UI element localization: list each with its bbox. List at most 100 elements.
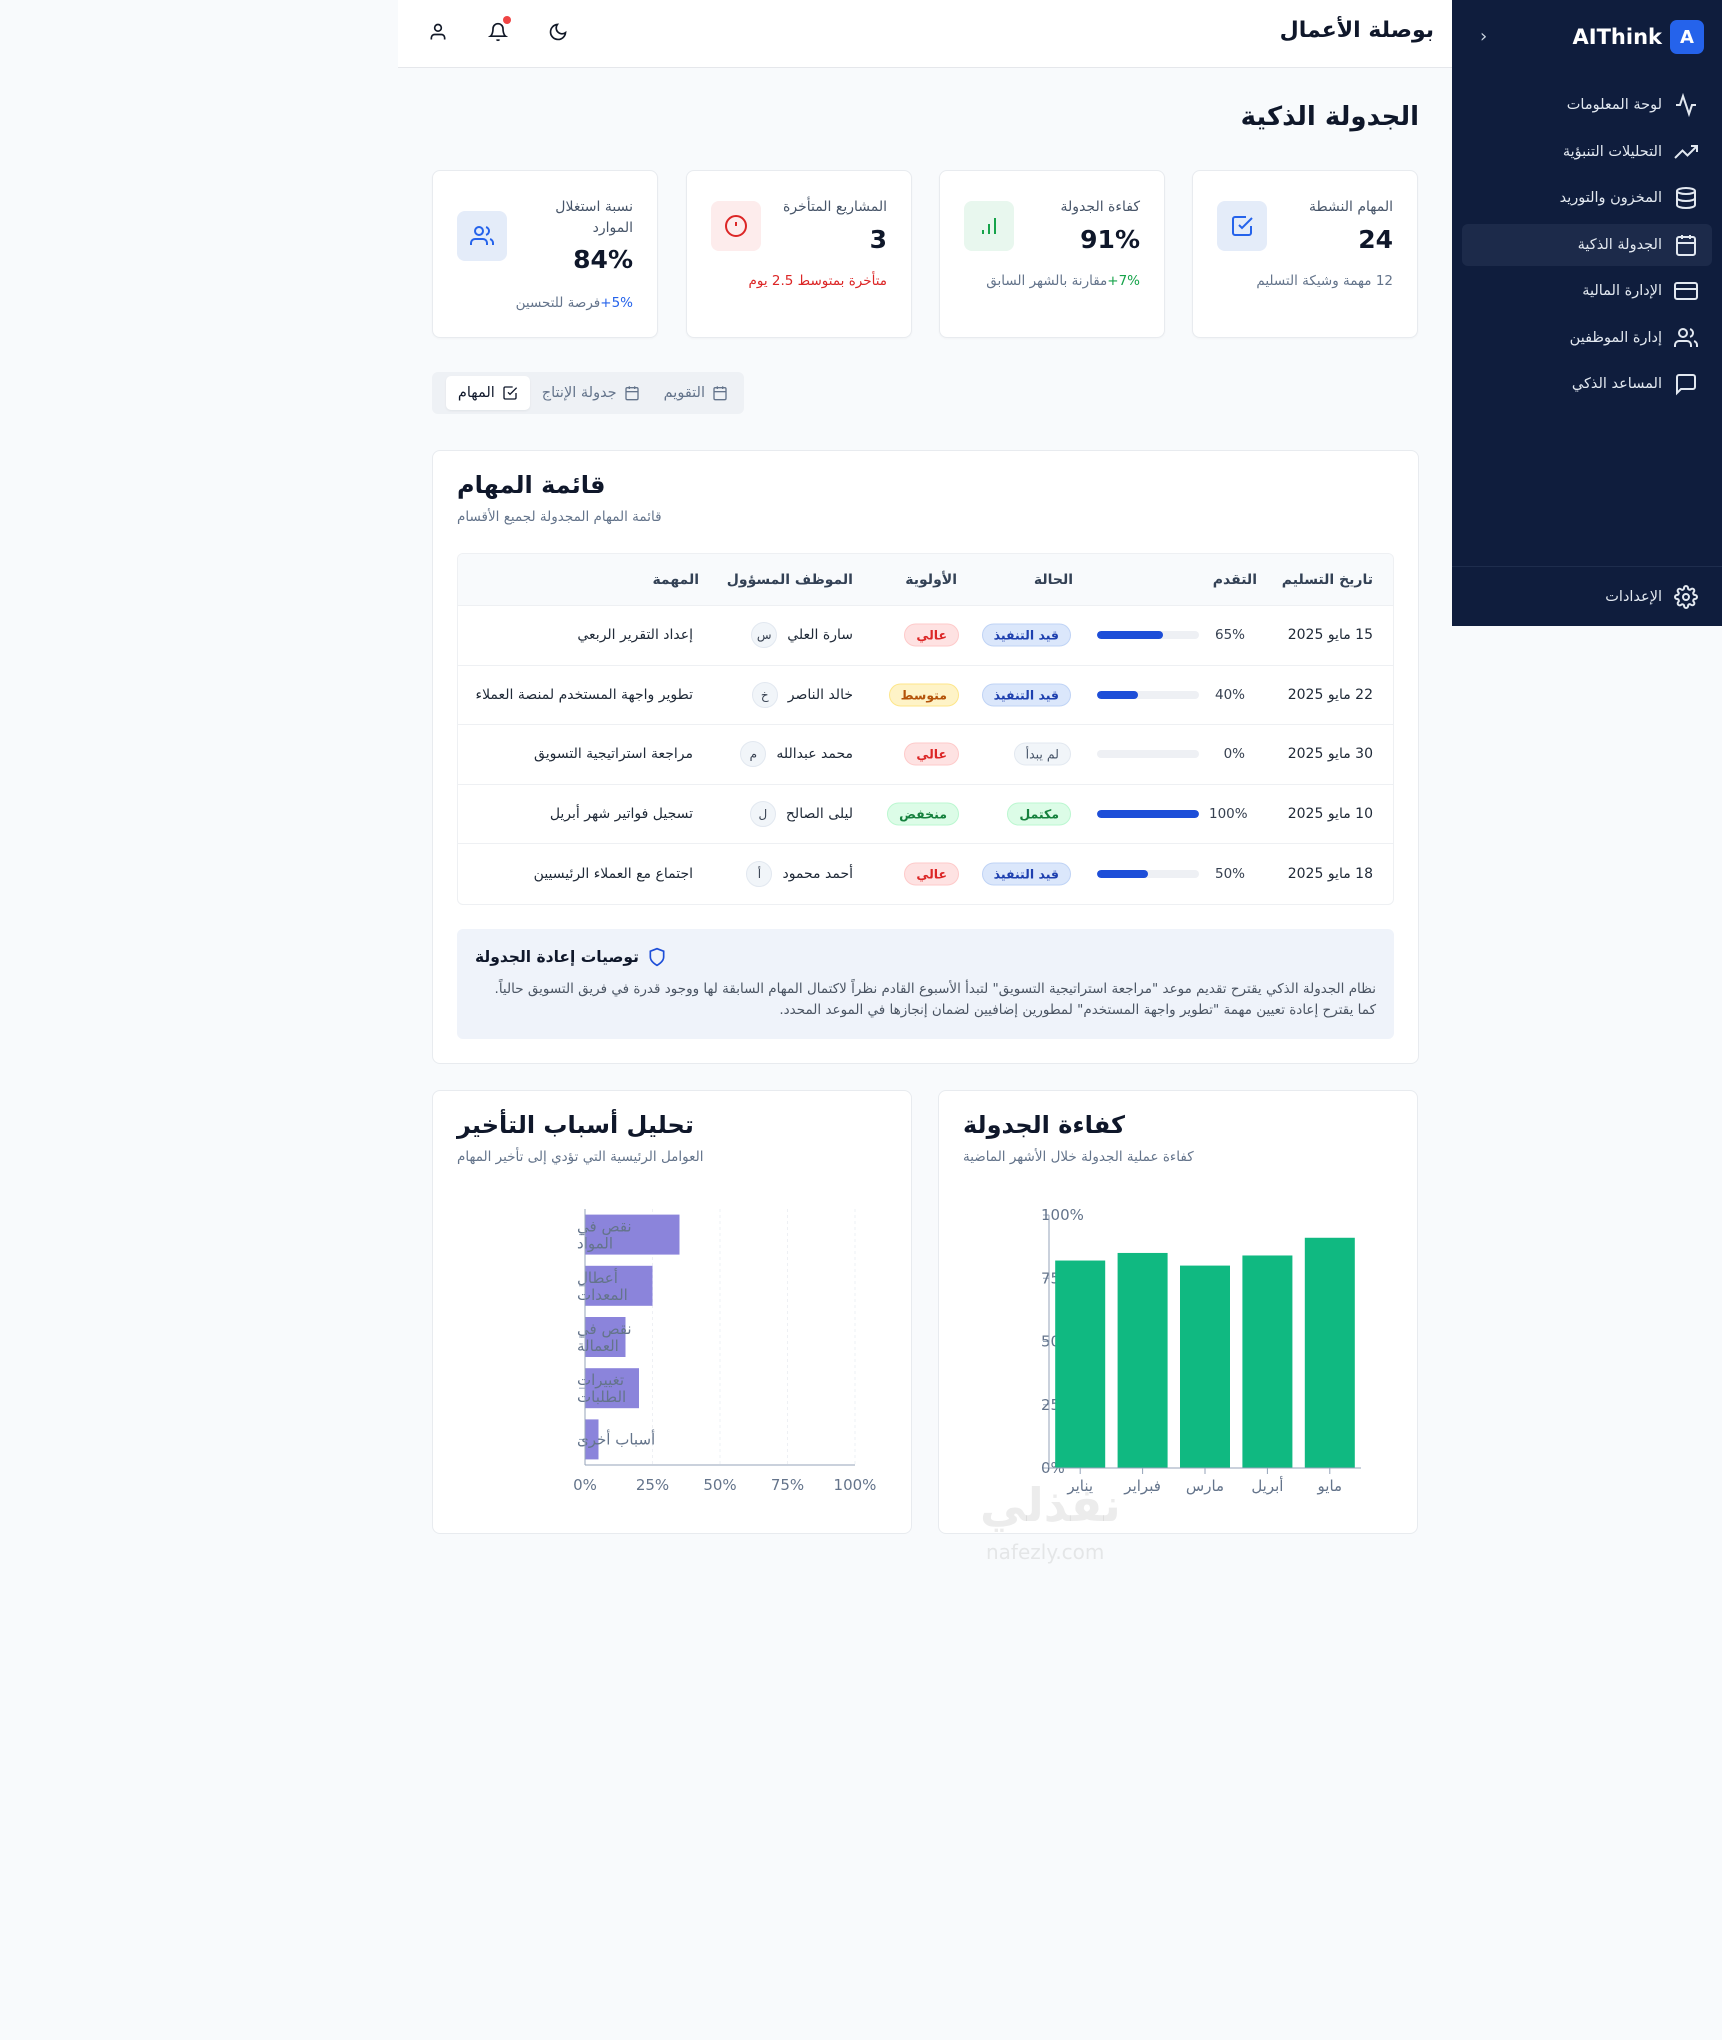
user-button[interactable] [426,22,448,44]
efficiency-chart-title: كفاءة الجدولة [963,1111,1125,1139]
cell-progress: 100% [1097,806,1248,823]
status-badge: قيد التنفيذ [981,623,1071,647]
cell-status: قيد التنفيذ [981,623,1071,647]
stat-value: 84% [573,245,633,274]
cell-employee: ليلى الصالح ل [749,801,853,828]
employee-name: أحمد محمود [782,866,853,883]
tab-calendar[interactable]: التقويم [652,376,740,410]
watermark-url: nafezly.com [986,1540,1105,1564]
tab-tasks[interactable]: المهام [445,376,530,410]
priority-badge: عالي [904,623,959,647]
theme-toggle-button[interactable] [546,22,568,44]
cell-employee: سارة العلي س [751,622,853,649]
cell-status: قيد التنفيذ [981,683,1071,707]
sidebar-nav: لوحة المعلومات التحليلات التنبؤية المخزو… [1462,84,1712,410]
x-tick-label: مارس [1186,1477,1224,1495]
table-row[interactable]: 10 مايو 2025 100% مكتمل منخفض ليلى الصالح ل تس… [458,785,1393,845]
scheduling-efficiency-panel: كفاءة الجدولة كفاءة عملية الجدولة خلال ا… [938,1090,1418,1534]
tab-production-schedule[interactable]: جدولة الإنتاج [530,376,652,410]
table-row[interactable]: 15 مايو 2025 65% قيد التنفيذ عالي سارة العلي… [458,606,1393,666]
progress-percent: 50% [1214,866,1245,883]
calendar-icon [1676,234,1696,256]
column-header-employee[interactable]: الموظف المسؤول [726,571,853,588]
sidebar-item-smart-scheduling[interactable]: الجدولة الذكية [1462,223,1712,266]
progress-bar-fill [1097,870,1148,879]
sidebar-item-settings[interactable]: الإعدادات [1462,576,1712,618]
recommendations-title: توصيات إعادة الجدولة [475,948,639,966]
column-header-status[interactable]: الحالة [1033,571,1073,588]
view-tabs: التقويم جدولة الإنتاج المهام [432,372,744,414]
y-tick-label: نقص في العمالة [577,1320,632,1355]
sidebar-item-assistant[interactable]: المساعد الذكي [1462,363,1712,405]
sidebar-item-inventory[interactable]: المخزون والتوريد [1462,177,1712,219]
table-row[interactable]: 30 مايو 2025 0% لم يبدأ عالي محمد عبدالله م مر… [458,725,1393,785]
notifications-button[interactable] [486,16,511,44]
x-tick-label: أبريل [1251,1476,1283,1495]
employee-name: محمد عبدالله [776,746,853,763]
sidebar-item-label: إدارة الموظفين [1569,329,1662,346]
y-tick-label-line: الطلبات [577,1388,626,1406]
stat-value: 91% [1080,225,1140,254]
bar [585,1317,626,1357]
column-header-task[interactable]: المهمة [652,571,699,588]
cell-date: 30 مايو 2025 [1287,746,1373,763]
x-tick-label: فبراير [1123,1477,1161,1495]
table-row[interactable]: 18 مايو 2025 50% قيد التنفيذ عالي أحمد محمود… [458,844,1393,904]
y-tick-label: أعطال المعدات [577,1268,628,1304]
avatar: أ [746,861,773,888]
task-list-title: قائمة المهام [457,471,606,499]
progress-bar [1097,870,1199,879]
rescheduling-recommendations: توصيات إعادة الجدولة نظام الجدولة الذكي … [457,929,1394,1039]
progress-bar [1097,750,1199,759]
sidebar-item-dashboard[interactable]: لوحة المعلومات [1462,84,1712,126]
x-tick-label: 0% [573,1476,597,1494]
sidebar-item-finance[interactable]: الإدارة المالية [1462,270,1712,312]
sidebar-item-predictive-analytics[interactable]: التحليلات التنبؤية [1462,131,1712,173]
table-body: 15 مايو 2025 65% قيد التنفيذ عالي سارة العلي… [458,606,1393,904]
column-header-date[interactable]: تاريخ التسليم [1281,571,1373,588]
sidebar-item-employees[interactable]: إدارة الموظفين [1462,317,1712,359]
employee-name: سارة العلي [787,627,853,644]
collapse-sidebar-button[interactable]: ‹ [1480,26,1488,47]
y-tick-label-line: المعدات [577,1286,628,1304]
progress-bar [1097,690,1199,699]
users-icon [1674,327,1698,347]
cell-employee: خالد الناصر خ [751,681,853,708]
top-header: بوصلة الأعمال [398,0,1452,68]
cell-priority: عالي [904,742,959,766]
priority-badge: عالي [904,742,959,766]
database-icon [1676,187,1696,210]
brand[interactable]: A AIThink [1573,20,1704,54]
table-row[interactable]: 22 مايو 2025 40% قيد التنفيذ متوسط خالد النا… [458,666,1393,726]
cell-priority: عالي [904,862,959,886]
sidebar-item-label: المساعد الذكي [1571,376,1662,392]
shield-icon [649,947,665,967]
y-tick-label: نقص في المواد [577,1218,632,1253]
stat-card-active-tasks: المهام النشطة 24 12 مهمة وشيكة التسليم [1192,170,1418,338]
cell-employee: أحمد محمود أ [746,861,853,888]
cell-task: مراجعة استراتيجية التسويق [534,746,693,763]
app-title: بوصلة الأعمال [1279,18,1434,43]
stat-note-text: مقارنة بالشهر السابق [986,273,1108,289]
calendar-icon [713,386,727,401]
check-square-icon [1232,216,1253,236]
avatar: ل [749,801,776,828]
sidebar-item-label: الإعدادات [1605,589,1662,605]
bar [1055,1260,1106,1468]
cell-priority: متوسط [888,683,959,707]
column-header-priority[interactable]: الأولوية [905,571,957,588]
status-badge: مكتمل [1007,802,1071,826]
stat-icon-box [1217,201,1267,251]
bar [1117,1252,1168,1468]
progress-percent: 100% [1209,806,1248,823]
status-badge: قيد التنفيذ [981,683,1071,707]
cell-progress: 40% [1097,687,1245,703]
column-header-progress[interactable]: التقدم [1212,571,1257,588]
stat-note-text: فرصة للتحسين [515,295,601,311]
tab-label: المهام [457,385,495,401]
alert-circle-icon [725,215,747,237]
priority-badge: عالي [904,862,959,886]
cell-date: 22 مايو 2025 [1287,686,1373,703]
cell-task: إعداد التقرير الربعي [577,627,693,644]
avatar: س [751,622,778,649]
